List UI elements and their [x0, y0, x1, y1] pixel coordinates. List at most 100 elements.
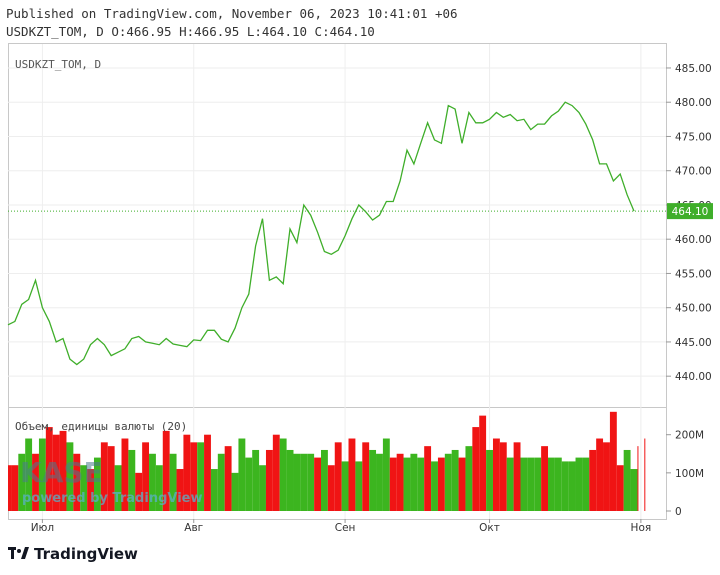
last-value-badge: 464.10: [667, 203, 713, 220]
volume-bar: [149, 453, 156, 511]
powered-by-text: powered by TradingView: [22, 491, 203, 506]
volume-bar: [541, 446, 549, 511]
volume-bar: [554, 457, 562, 511]
price-axis: 440.00445.00450.00455.00460.00465.00470.…: [666, 63, 712, 383]
volume-bar: [486, 449, 493, 511]
volume-bar: [32, 453, 39, 511]
volume-bar: [162, 430, 170, 511]
volume-bar: [100, 442, 108, 511]
kase-logo-text: KASE: [20, 456, 103, 489]
volume-bar: [410, 453, 418, 511]
volume-bar: [307, 453, 315, 511]
volume-bar: [568, 461, 576, 511]
price-tick-label: 470.00: [675, 166, 712, 178]
volume-bar: [259, 465, 266, 511]
volume-bar: [424, 446, 432, 511]
volume-bar: [376, 453, 383, 511]
volume-bar: [231, 472, 239, 511]
volume-bar: [45, 427, 53, 511]
published-line: Published on TradingView.com, November 0…: [6, 6, 458, 21]
volume-bar: [520, 457, 528, 511]
price-tick-label: 485.00: [675, 63, 712, 75]
volume-bar: [548, 457, 555, 511]
volume-label: Объем, единицы валюты (20): [15, 420, 187, 433]
volume-bar: [403, 457, 411, 511]
volume-bar: [327, 465, 335, 511]
volume-bar: [644, 438, 646, 511]
volume-bar: [18, 453, 26, 511]
volume-bar: [389, 457, 397, 511]
volume-bar: [128, 449, 136, 511]
ohlc-line: USDKZT_TOM, D O:466.95 H:466.95 L:464.10…: [6, 24, 375, 39]
volume-bar: [609, 411, 617, 511]
volume-bar: [479, 415, 487, 511]
volume-bar: [107, 446, 115, 511]
volume-bar: [197, 442, 205, 511]
volume-bar: [80, 465, 88, 511]
time-tick-label: Июл: [31, 522, 54, 534]
volume-bar: [210, 469, 218, 511]
volume-bar: [534, 457, 542, 511]
volume-bar: [321, 449, 328, 511]
volume-bar: [93, 457, 101, 511]
volume-bar: [431, 461, 438, 511]
volume-bar: [204, 434, 211, 511]
volume-bar: [382, 438, 390, 511]
time-axis: Июл Авг Сен Окт Ноя: [31, 519, 652, 534]
volume-bar: [73, 453, 81, 511]
volume-bar: [155, 465, 163, 511]
volume-bar: [25, 438, 33, 511]
volume-bar: [142, 442, 150, 511]
time-tick-label: Авг: [184, 522, 203, 534]
tradingview-brand: TradingView: [8, 545, 138, 563]
volume-bar: [176, 469, 184, 511]
volume-tick-label: 0: [675, 506, 682, 518]
volume-bar: [603, 442, 610, 511]
volume-bar: [506, 457, 514, 511]
tradingview-logo-icon: [8, 547, 30, 561]
last-value-badge-bg: [667, 203, 713, 220]
volume-bar: [252, 449, 260, 511]
volume-bar: [444, 453, 452, 511]
volume-bars: [8, 411, 646, 511]
volume-bar: [300, 453, 308, 511]
volume-bar: [369, 449, 377, 511]
volume-bar: [121, 438, 129, 511]
volume-tick-label: 200M: [675, 430, 704, 442]
volume-bar: [265, 449, 273, 511]
volume-bar: [499, 442, 507, 511]
volume-tick-label: 100M: [675, 468, 704, 480]
volume-bar: [417, 457, 425, 511]
volume-bar: [217, 453, 225, 511]
volume-bar: [623, 449, 631, 511]
volume-bar: [492, 438, 500, 511]
price-tick-label: 480.00: [675, 97, 712, 109]
volume-bar: [286, 449, 294, 511]
volume-bar: [87, 469, 94, 511]
volume-bar: [355, 461, 363, 511]
volume-bar: [582, 457, 590, 511]
volume-bar: [59, 430, 67, 511]
volume-bar: [238, 438, 246, 511]
volume-bar: [334, 442, 342, 511]
volume-bar: [472, 427, 480, 511]
volume-bar: [458, 457, 466, 511]
volume-bar: [513, 442, 521, 511]
time-tick-label: Ноя: [631, 522, 652, 534]
volume-bar: [66, 442, 74, 511]
symbol-label: USDKZT_TOM, D: [15, 58, 101, 71]
volume-bar: [8, 465, 12, 511]
volume-bar: [52, 434, 60, 511]
volume-bar: [362, 442, 370, 511]
chart-frame: [8, 43, 667, 520]
volume-bar: [293, 453, 301, 511]
volume-bar: [637, 446, 639, 511]
volume-bar: [451, 449, 459, 511]
volume-bar: [169, 453, 177, 511]
volume-bar: [11, 465, 19, 511]
volume-bar: [245, 457, 253, 511]
volume-bar: [224, 446, 232, 511]
price-tick-label: 455.00: [675, 268, 712, 280]
volume-bar: [630, 469, 638, 511]
